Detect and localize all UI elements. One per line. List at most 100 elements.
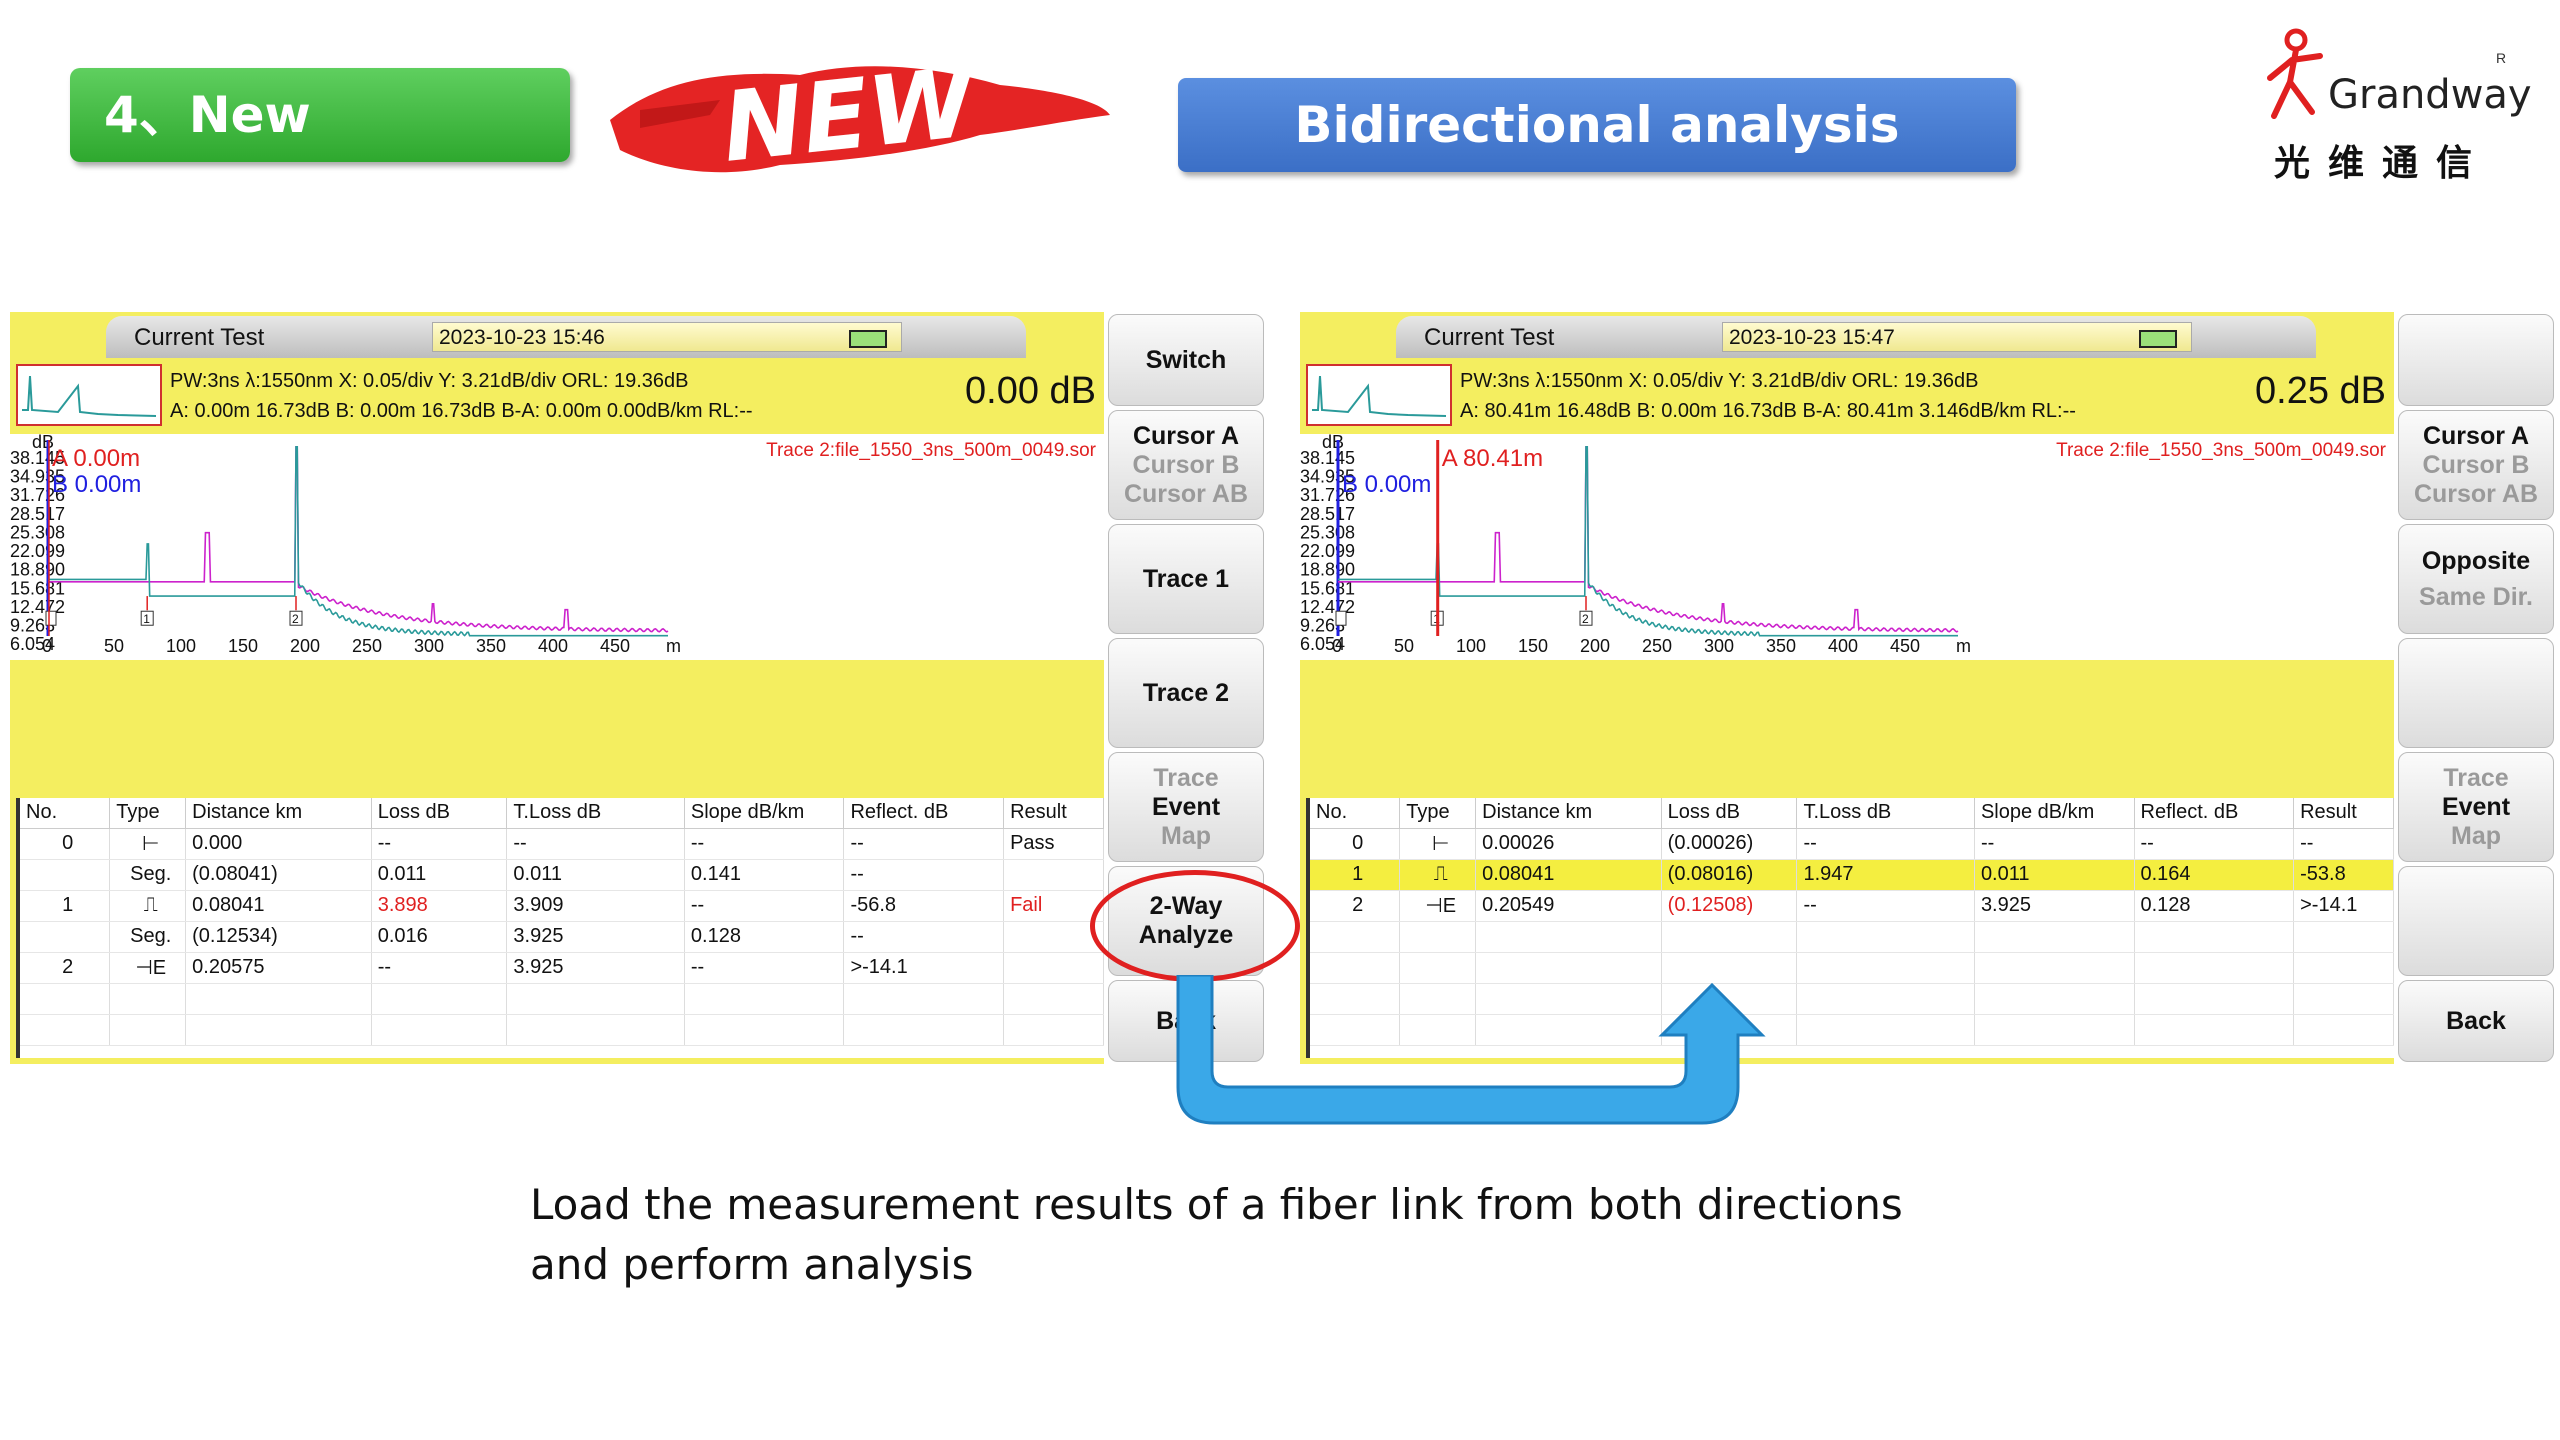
col-header: Loss dB bbox=[1661, 798, 1798, 829]
table-cell-loss: (0.00026) bbox=[1661, 828, 1798, 860]
event-marker: 2 bbox=[1579, 596, 1593, 626]
table-row[interactable] bbox=[1310, 921, 2394, 953]
table-row[interactable] bbox=[1310, 983, 2394, 1015]
empty-softkey-3[interactable] bbox=[2398, 866, 2554, 976]
table-cell-no bbox=[1310, 921, 1401, 953]
table-cell-slope: 0.141 bbox=[684, 859, 845, 891]
col-header: Type bbox=[109, 798, 187, 829]
flow-arrow-icon bbox=[1176, 975, 1766, 1125]
cursor-select-button[interactable]: Cursor A Cursor B Cursor AB bbox=[2398, 410, 2554, 520]
right-info-line1: PW:3ns λ:1550nm X: 0.05/div Y: 3.21dB/di… bbox=[1460, 370, 1979, 392]
table-cell-loss: 0.016 bbox=[371, 921, 508, 953]
col-header: Reflect. dB bbox=[843, 798, 1005, 829]
trace2-line bbox=[1338, 446, 1959, 633]
event-marker: 1 bbox=[140, 596, 154, 626]
cursor-a-label: A 80.41m bbox=[1442, 445, 1543, 472]
x-tick-label: 150 bbox=[228, 636, 258, 656]
table-cell-type: ⊢ bbox=[109, 828, 187, 860]
y-tick-label: 31.726 bbox=[10, 485, 65, 505]
back-button[interactable]: Back bbox=[2398, 980, 2554, 1062]
table-cell-slope: 0.128 bbox=[684, 921, 845, 953]
left-trace-chart[interactable]: dB 38.145 34.935 31.726 28.517 25.308 22.099 18… bbox=[10, 434, 1104, 660]
left-table-header: No. Type Distance km Loss dB T.Loss dB Slope … bbox=[20, 798, 1104, 829]
trace-event-map-button[interactable]: Trace Event Map bbox=[2398, 752, 2554, 862]
trace1-line bbox=[48, 446, 668, 637]
table-cell-no: 2 bbox=[1310, 890, 1401, 922]
table-row[interactable]: 0 ⊢ 0.000 -- -- -- -- Pass bbox=[20, 828, 1104, 860]
left-trace-svg[interactable]: dB38.14534.93531.72628.51725.30822.09918… bbox=[10, 434, 1104, 660]
right-trace-thumbnail[interactable] bbox=[1306, 364, 1452, 426]
x-tick-label: 250 bbox=[1642, 636, 1672, 656]
table-row[interactable] bbox=[1310, 1014, 2394, 1046]
y-tick-label: 15.681 bbox=[10, 578, 65, 598]
table-cell-reflect bbox=[2134, 952, 2295, 984]
table-cell-distance: 0.20575 bbox=[185, 952, 372, 984]
x-tick-label: 250 bbox=[352, 636, 382, 656]
cursor-select-button[interactable]: Cursor A Cursor B Cursor AB bbox=[1108, 410, 1264, 520]
trace2-button[interactable]: Trace 2 bbox=[1108, 638, 1264, 748]
map-label: Map bbox=[1161, 821, 1211, 850]
table-cell-reflect: -56.8 bbox=[843, 890, 1005, 922]
trace-event-map-button[interactable]: Trace Event Map bbox=[1108, 752, 1264, 862]
empty-softkey-2[interactable] bbox=[2398, 638, 2554, 748]
table-row[interactable]: 1 ⎍ 0.08041 3.898 3.909 -- -56.8 Fail bbox=[20, 890, 1104, 922]
cursor-b-label: Cursor B bbox=[1132, 450, 1240, 479]
table-row[interactable]: Seg. (0.08041) 0.011 0.011 0.141 -- bbox=[20, 859, 1104, 891]
y-tick-label: 15.681 bbox=[1300, 578, 1355, 598]
table-cell-result bbox=[2293, 952, 2394, 984]
col-header: T.Loss dB bbox=[506, 798, 685, 829]
table-row[interactable]: 1 ⎍ 0.08041 (0.08016) 1.947 0.011 0.164 -53.8 bbox=[1310, 859, 2394, 891]
trace1-button[interactable]: Trace 1 bbox=[1108, 524, 1264, 634]
table-row[interactable]: Seg. (0.12534) 0.016 3.925 0.128 -- bbox=[20, 921, 1104, 953]
cursor-a-label: Cursor A bbox=[1132, 421, 1240, 450]
table-row[interactable]: 2 ⊣E 0.20575 -- 3.925 -- >-14.1 bbox=[20, 952, 1104, 984]
table-cell-loss bbox=[371, 1014, 508, 1046]
col-header: No. bbox=[1310, 798, 1401, 829]
right-trace-svg[interactable]: dB38.14534.93531.72628.51725.30822.09918… bbox=[1300, 434, 2394, 660]
x-tick-label: 400 bbox=[538, 636, 568, 656]
table-row[interactable] bbox=[1310, 952, 2394, 984]
table-cell-result: Fail bbox=[1003, 890, 1104, 922]
y-tick-label: 6.054 bbox=[1300, 634, 1345, 654]
caption-line2: and perform analysis bbox=[530, 1240, 974, 1289]
same-dir-label: Same Dir. bbox=[2419, 583, 2533, 611]
col-header: Reflect. dB bbox=[2134, 798, 2295, 829]
table-cell-tloss: -- bbox=[1796, 828, 1975, 860]
origin-marker bbox=[45, 610, 57, 626]
table-cell-slope: -- bbox=[684, 890, 845, 922]
y-tick-label: 34.935 bbox=[10, 467, 65, 487]
table-cell-reflect bbox=[843, 1014, 1005, 1046]
left-trace-thumbnail[interactable] bbox=[16, 364, 162, 426]
table-row[interactable]: 2 ⊣E 0.20549 (0.12508) -- 3.925 0.128 >-14.1 bbox=[1310, 890, 2394, 922]
table-row[interactable]: 0 ⊢ 0.00026 (0.00026) -- -- -- -- bbox=[1310, 828, 2394, 860]
table-row[interactable] bbox=[20, 983, 1104, 1015]
table-cell-type bbox=[1399, 952, 1477, 984]
logo-registered: R bbox=[2496, 50, 2507, 66]
table-cell-tloss: 1.947 bbox=[1796, 859, 1975, 891]
table-cell-slope: 3.925 bbox=[1974, 890, 2135, 922]
right-trace-chart[interactable]: dB 38.145 34.935 31.726 28.517 25.308 22.099 18… bbox=[1300, 434, 2394, 660]
left-loss-readout: 0.00 dB bbox=[965, 370, 1096, 412]
right-loss-readout: 0.25 dB bbox=[2255, 370, 2386, 412]
feature-title-badge: Bidirectional analysis function bbox=[1178, 78, 2016, 248]
x-tick-label: 100 bbox=[1456, 636, 1486, 656]
direction-toggle-button[interactable]: Opposite Same Dir. bbox=[2398, 524, 2554, 634]
table-cell-result bbox=[2293, 983, 2394, 1015]
x-unit-label: m bbox=[1956, 636, 1971, 656]
x-tick-label: 300 bbox=[414, 636, 444, 656]
table-row[interactable] bbox=[20, 1014, 1104, 1046]
y-tick-label: 28.517 bbox=[10, 504, 65, 524]
col-header: Type bbox=[1399, 798, 1477, 829]
trace-label: Trace bbox=[1153, 763, 1219, 792]
event-marker-box bbox=[1579, 610, 1593, 626]
table-cell-tloss bbox=[1796, 952, 1975, 984]
new-text: NEW bbox=[717, 46, 983, 184]
table-cell-no: 0 bbox=[20, 828, 111, 860]
table-cell-distance bbox=[1475, 983, 1662, 1015]
table-cell-result bbox=[2293, 921, 2394, 953]
table-cell-loss bbox=[1661, 921, 1798, 953]
empty-softkey-1[interactable] bbox=[2398, 314, 2554, 406]
table-cell-reflect bbox=[2134, 983, 2295, 1015]
switch-button[interactable]: Switch bbox=[1108, 314, 1264, 406]
table-cell-loss: (0.08016) bbox=[1661, 859, 1798, 891]
